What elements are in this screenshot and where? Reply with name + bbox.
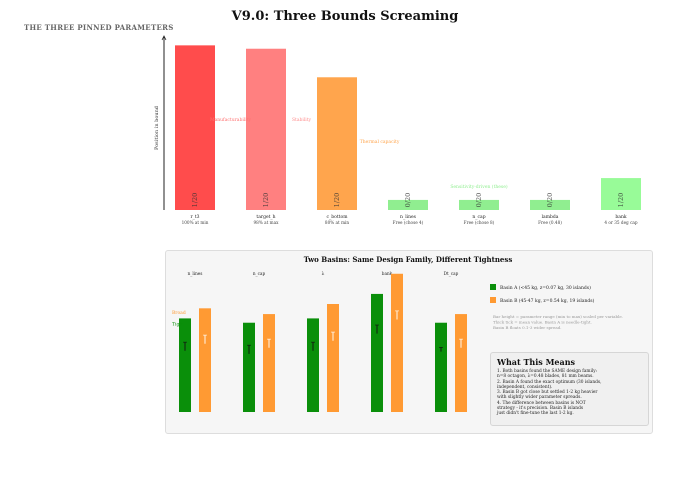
annotation: Sensitivity-driven (these) — [450, 183, 508, 190]
basin-bar — [391, 273, 403, 412]
x-tick-label: target_h — [256, 214, 275, 220]
basins-chart-title: Two Basins: Same Design Family, Differen… — [304, 255, 513, 264]
x-tick-label: bank — [615, 214, 626, 220]
y-axis-label: Position in bound — [154, 105, 160, 150]
x-tick-sublabel: 98% at max — [254, 220, 280, 225]
what-this-means-box: What This Means 1. Both basins found the… — [490, 352, 649, 426]
x-tick-label: lambda — [542, 214, 559, 220]
bar-value-label: 1/20 — [191, 193, 199, 208]
bar — [317, 77, 357, 210]
bar-value-label: 1/20 — [333, 193, 341, 208]
bar — [175, 45, 215, 210]
y-axis-arrow — [161, 35, 167, 41]
category-label: n_cap — [253, 271, 266, 276]
means-item: independent, consistent). — [497, 384, 553, 390]
x-tick-label: n_lines — [400, 214, 417, 220]
category-label: Dt_cap — [444, 271, 459, 276]
legend-swatch — [490, 297, 496, 303]
x-tick-sublabel: Free (0.48) — [538, 220, 562, 225]
legend-label: Basin A (<45 kg, z=0.07 kg, 30 islands) — [500, 284, 591, 291]
x-tick-sublabel: 80% at min — [325, 220, 349, 225]
x-tick-label: c_bottom — [327, 214, 349, 220]
basin-bar — [263, 314, 275, 412]
category-label: bank — [382, 271, 393, 276]
category-label: n_lines — [188, 271, 203, 276]
means-item: 3. Basin B got close but settled 1-2 kg … — [497, 390, 598, 396]
legend-swatch — [490, 284, 496, 290]
means-item: with slightly wider parameter spreads. — [497, 395, 582, 401]
what-this-means-title: What This Means — [497, 357, 576, 367]
bar — [246, 48, 286, 210]
basin-bar — [327, 304, 339, 412]
x-tick-sublabel: Free (chose 4) — [393, 220, 424, 225]
basin-bar — [243, 322, 255, 412]
basin-bar — [371, 293, 383, 412]
means-item: 4. The difference between basins is NOT — [497, 400, 586, 406]
annotation: Stability — [292, 117, 312, 123]
bar-value-label: 1/20 — [262, 193, 270, 208]
bar-value-label: 1/20 — [617, 193, 625, 208]
bar — [601, 178, 641, 210]
x-tick-sublabel: Free (chose 8) — [464, 220, 495, 225]
chart-note: Basin B floats 0.1-3 wider spread. — [493, 325, 562, 330]
means-item: 1. Both basins found the SAME design fam… — [497, 369, 598, 374]
x-tick-label: n_cap — [472, 215, 485, 220]
bar-value-label: 0/20 — [404, 193, 412, 208]
basin-bar — [455, 314, 467, 412]
means-item: 2. Basin A found the exact optimum (30 i… — [497, 379, 602, 385]
bar — [459, 199, 499, 210]
legend-label: Basin B (45-47 kg, z=0.54 kg, 19 islands… — [500, 297, 595, 304]
what-this-means-list: 1. Both basins found the SAME design fam… — [497, 369, 643, 417]
basin-bar — [307, 318, 319, 412]
x-tick-label: r_t3 — [190, 214, 199, 220]
side-heading: THE THREE PINNED PARAMETERS — [24, 23, 174, 32]
chart-note: Bar height = parameter range (min to max… — [493, 314, 623, 319]
means-item: just didn't fine-tune the last 1-2 kg. — [497, 411, 574, 417]
bar — [530, 199, 570, 210]
category-label: λ — [322, 271, 325, 276]
y-marker-label: Tight — [172, 322, 184, 328]
chart-note: Thick tick = mean value. Basin A is need… — [493, 320, 592, 325]
basin-bar — [179, 318, 191, 412]
x-tick-sublabel: 100% at min — [182, 220, 209, 225]
basin-bar — [435, 322, 447, 412]
annotation: Thermal capacity — [360, 139, 400, 145]
bar-value-label: 0/20 — [475, 193, 483, 208]
annotation: Manufacturability — [210, 117, 252, 123]
y-marker-label: Broad — [172, 310, 186, 316]
page-title: V9.0: Three Bounds Screaming — [231, 9, 459, 24]
means-item: strategy - it's precision. Basin B islan… — [497, 406, 584, 412]
x-tick-sublabel: 4 or 35 deg cap — [604, 220, 638, 225]
bar-value-label: 0/20 — [546, 193, 554, 208]
means-item: n=8 octagon, λ=0.48 blades, 81 mm beams. — [497, 374, 594, 380]
bar — [388, 199, 428, 210]
basin-bar — [199, 308, 211, 412]
